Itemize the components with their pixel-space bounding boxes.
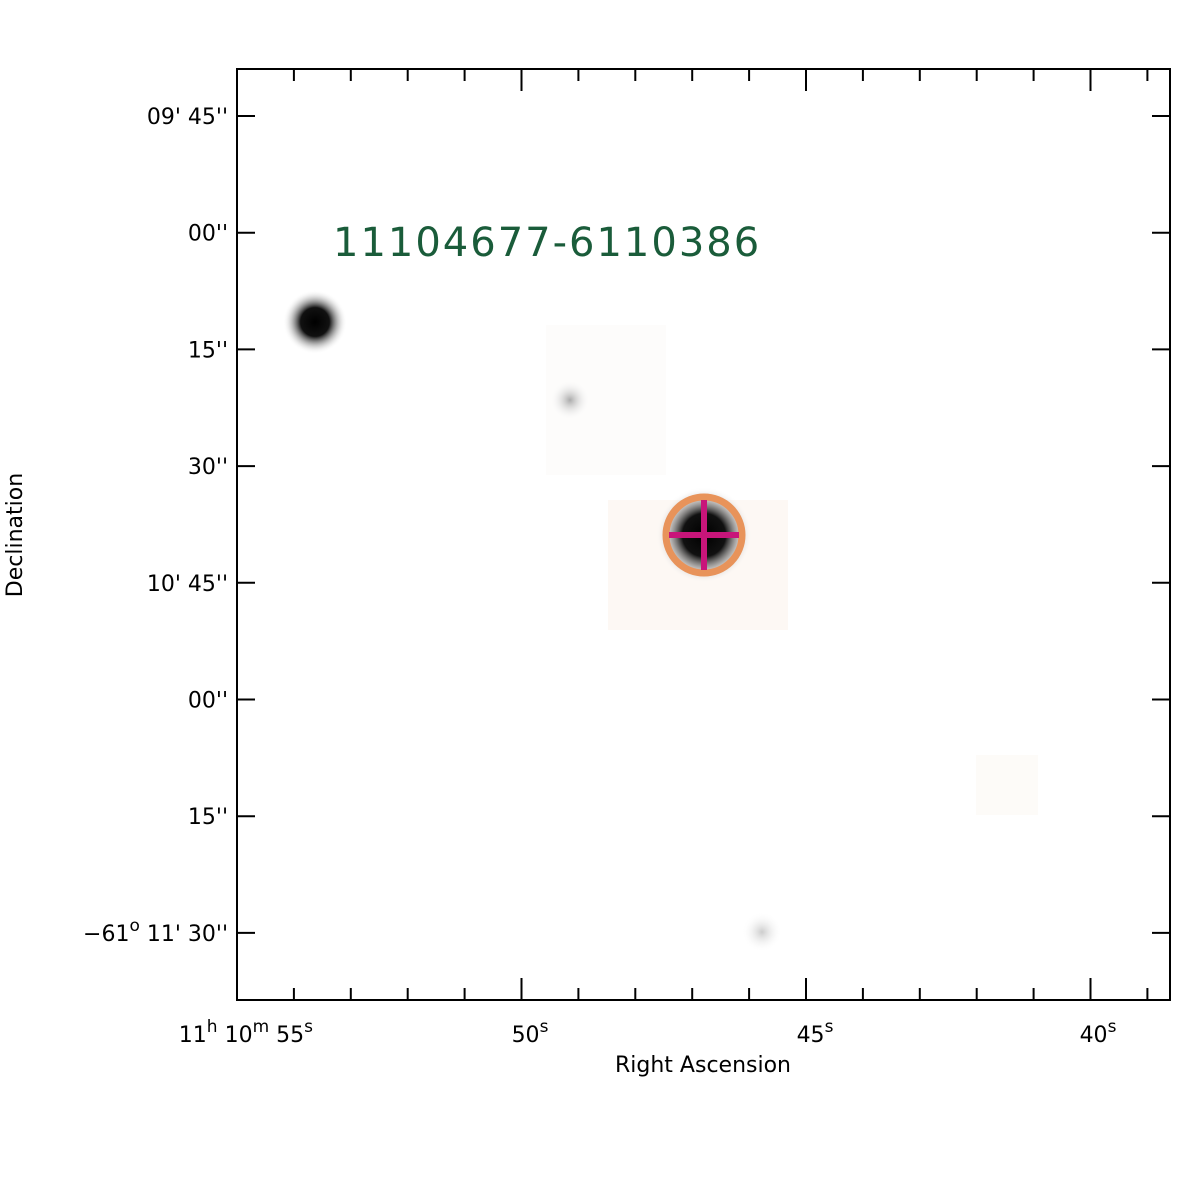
tick-label-part: 55 xyxy=(269,1023,304,1048)
tick-label-part: 15'' xyxy=(188,338,228,363)
tick-label-sup: s xyxy=(304,1017,313,1037)
ticks xyxy=(236,69,1170,1000)
tick-label: 15'' xyxy=(188,338,228,363)
x-axis-title: Right Ascension xyxy=(615,1053,791,1078)
tick-label: −61o 11' 30'' xyxy=(83,916,228,947)
tick-label: 30'' xyxy=(188,455,228,480)
tick-label: 11h 10m 55s xyxy=(179,1017,313,1048)
tick-label-part: 09' 45'' xyxy=(147,105,228,130)
y-axis-title: Declination xyxy=(3,473,28,597)
tick-label-sup: s xyxy=(540,1017,549,1037)
target-circle xyxy=(662,493,746,577)
tick-label-part: 11 xyxy=(179,1023,207,1048)
tick-label-sup: o xyxy=(129,916,139,936)
tick-label-part: 40 xyxy=(1080,1023,1108,1048)
tick-label: 00'' xyxy=(188,689,228,714)
tick-label-part: 30'' xyxy=(188,455,228,480)
tick-label-sup: h xyxy=(207,1017,218,1037)
tick-label-part: 00'' xyxy=(188,222,228,247)
sky-image xyxy=(283,290,1038,952)
tick-label-sup: s xyxy=(825,1017,834,1037)
tick-label-part: −61 xyxy=(83,922,129,947)
tick-label-part: 50 xyxy=(512,1023,540,1048)
tick-label: 50s xyxy=(512,1017,549,1048)
plot-frame xyxy=(236,68,1171,1001)
tick-label-part: 11' 30'' xyxy=(140,922,228,947)
tick-label-part: 10' 45'' xyxy=(147,572,228,597)
tick-label-part: 15'' xyxy=(188,805,228,830)
tick-label: 40s xyxy=(1080,1017,1117,1048)
source-label: 11104677-6110386 xyxy=(333,220,761,266)
tick-label-part: 45 xyxy=(797,1023,825,1048)
tick-label-sup: s xyxy=(1108,1017,1117,1037)
tick-label: 00'' xyxy=(188,222,228,247)
tick-label: 15'' xyxy=(188,805,228,830)
tick-label-sup: m xyxy=(253,1017,270,1037)
tick-label: 45s xyxy=(797,1017,834,1048)
tick-label: 09' 45'' xyxy=(147,105,228,130)
tick-label: 10' 45'' xyxy=(147,572,228,597)
tick-label-part: 00'' xyxy=(188,689,228,714)
tick-label-part: 10 xyxy=(218,1023,253,1048)
